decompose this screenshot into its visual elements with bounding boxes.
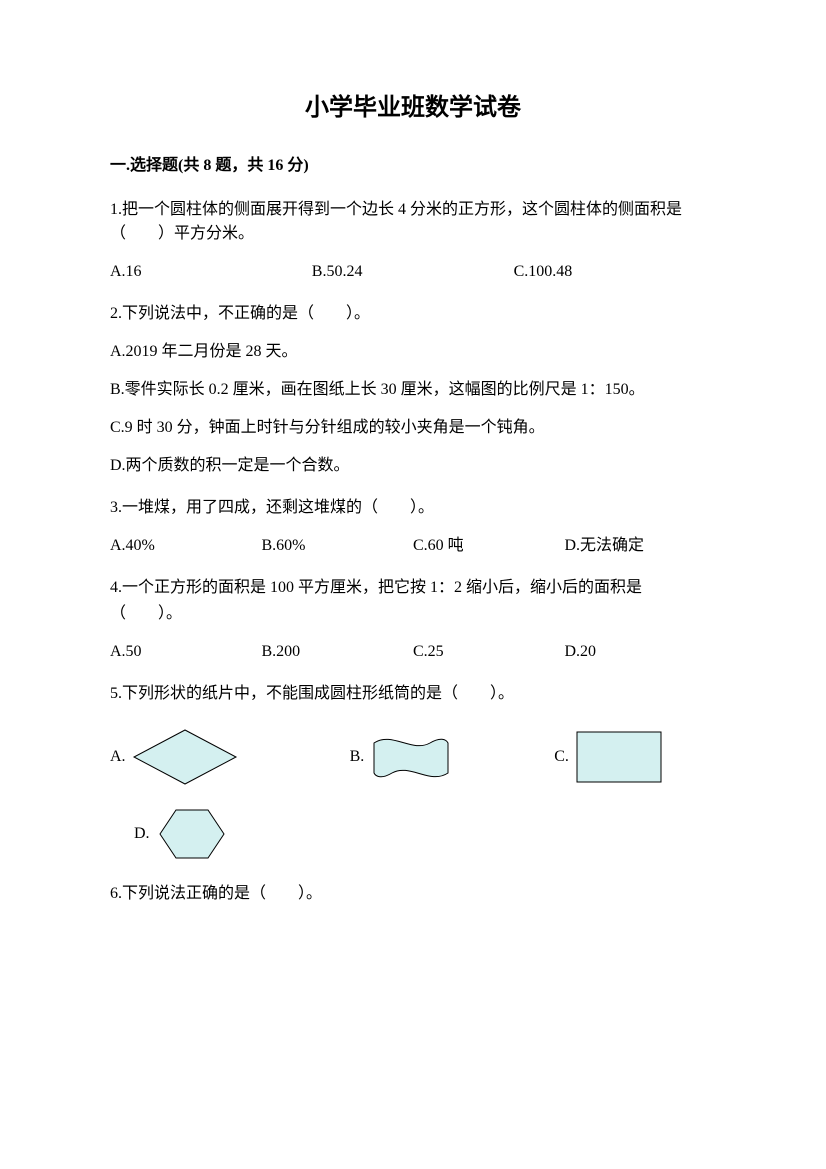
q4-stem2: （ ）。 [110, 602, 716, 626]
wave-flag-icon [368, 729, 454, 785]
q4-opt-c: C.25 [413, 640, 565, 664]
q2-stem: 2.下列说法中，不正确的是（ ）。 [110, 302, 716, 326]
q1-opt-c: C.100.48 [514, 260, 716, 284]
q2-options: A.2019 年二月份是 28 天。 B.零件实际长 0.2 厘米，画在图纸上长… [110, 340, 716, 478]
q5-label-d: D. [134, 822, 150, 846]
q5-opt-d: D. [134, 804, 230, 864]
q3-opt-a: A.40% [110, 534, 262, 558]
q3-options: A.40% B.60% C.60 吨 D.无法确定 [110, 534, 716, 558]
q2-opt-b: B.零件实际长 0.2 厘米，画在图纸上长 30 厘米，这幅图的比例尺是 1：1… [110, 378, 716, 402]
q1-stem: 1.把一个圆柱体的侧面展开得到一个边长 4 分米的正方形，这个圆柱体的侧面积是（… [110, 198, 716, 246]
question-2: 2.下列说法中，不正确的是（ ）。 A.2019 年二月份是 28 天。 B.零… [110, 302, 716, 478]
q3-opt-c: C.60 吨 [413, 534, 565, 558]
question-1: 1.把一个圆柱体的侧面展开得到一个边长 4 分米的正方形，这个圆柱体的侧面积是（… [110, 198, 716, 284]
q4-opt-b: B.200 [262, 640, 414, 664]
question-6: 6.下列说法正确的是（ ）。 [110, 882, 716, 906]
q2-opt-d: D.两个质数的积一定是一个合数。 [110, 454, 716, 478]
question-3: 3.一堆煤，用了四成，还剩这堆煤的（ ）。 A.40% B.60% C.60 吨… [110, 496, 716, 558]
page-title: 小学毕业班数学试卷 [110, 90, 716, 126]
q4-options: A.50 B.200 C.25 D.20 [110, 640, 716, 664]
q4-opt-d: D.20 [565, 640, 717, 664]
q5-opt-a: A. [110, 726, 240, 788]
q5-label-b: B. [350, 745, 365, 769]
q3-opt-b: B.60% [262, 534, 414, 558]
question-5: 5.下列形状的纸片中，不能围成圆柱形纸筒的是（ ）。 A. B. C. [110, 682, 716, 864]
q3-opt-d: D.无法确定 [565, 534, 717, 558]
q1-opt-b: B.50.24 [312, 260, 514, 284]
q2-opt-c: C.9 时 30 分，钟面上时针与分针组成的较小夹角是一个钝角。 [110, 416, 716, 440]
q3-stem: 3.一堆煤，用了四成，还剩这堆煤的（ ）。 [110, 496, 716, 520]
section-heading: 一.选择题(共 8 题，共 16 分) [110, 154, 716, 178]
question-4: 4.一个正方形的面积是 100 平方厘米，把它按 1：2 缩小后，缩小后的面积是… [110, 576, 716, 664]
q5-label-c: C. [554, 745, 569, 769]
q1-options: A.16 B.50.24 C.100.48 [110, 260, 716, 284]
rectangle-icon [573, 728, 665, 786]
q1-opt-a: A.16 [110, 260, 312, 284]
q5-opt-b: B. [350, 729, 455, 785]
rhombus-icon [130, 726, 240, 788]
q6-stem: 6.下列说法正确的是（ ）。 [110, 882, 716, 906]
q5-stem: 5.下列形状的纸片中，不能围成圆柱形纸筒的是（ ）。 [110, 682, 716, 706]
q5-opt-c: C. [554, 728, 665, 786]
q5-label-a: A. [110, 745, 126, 769]
q4-opt-a: A.50 [110, 640, 262, 664]
q2-opt-a: A.2019 年二月份是 28 天。 [110, 340, 716, 364]
hexagon-icon [154, 804, 230, 864]
q4-stem: 4.一个正方形的面积是 100 平方厘米，把它按 1：2 缩小后，缩小后的面积是 [110, 576, 716, 600]
